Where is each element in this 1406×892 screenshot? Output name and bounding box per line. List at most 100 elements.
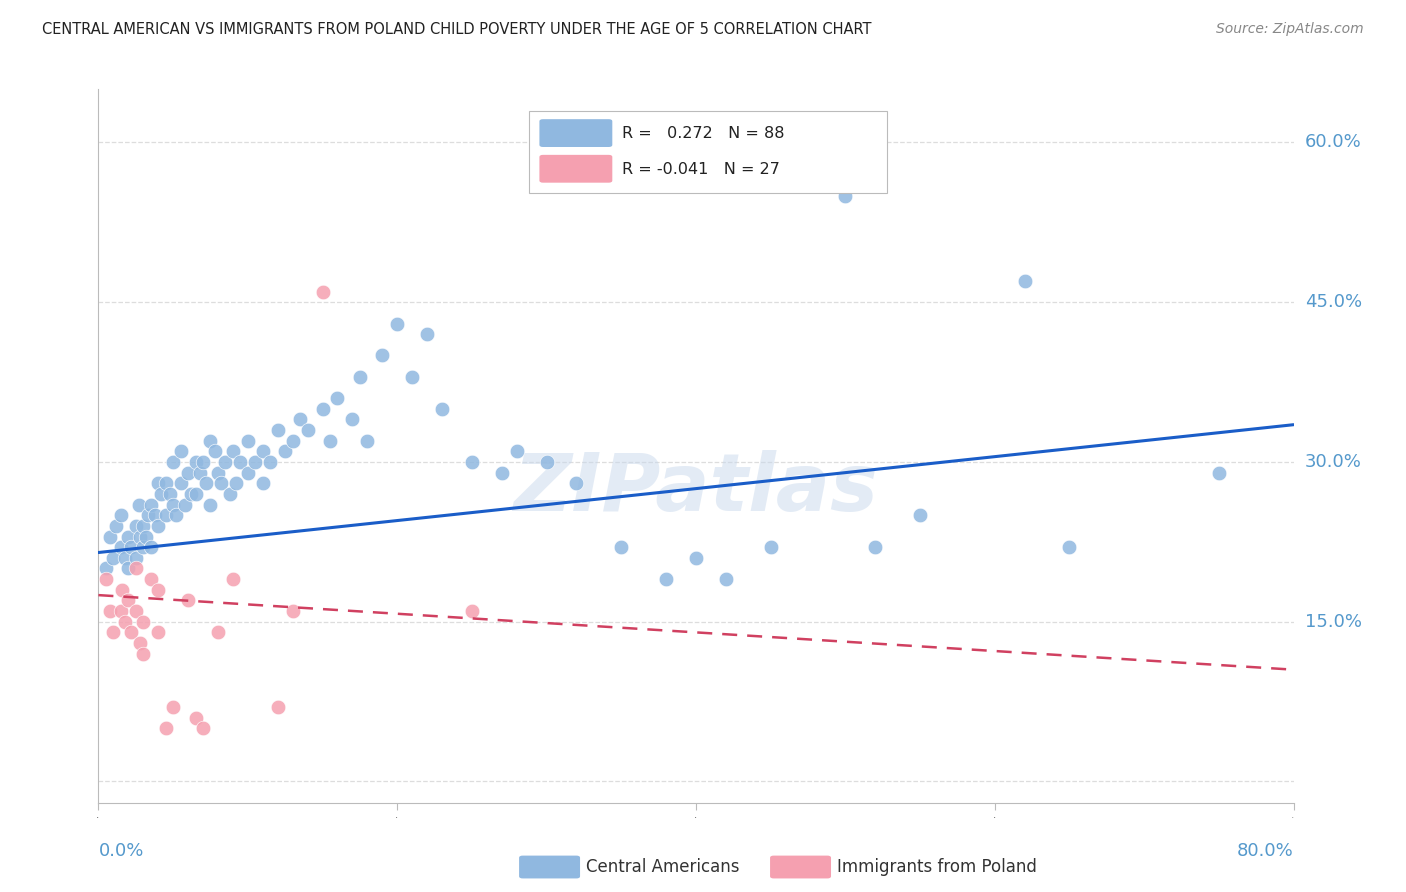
- Point: [610, 540, 633, 554]
- Point: [98, 529, 122, 543]
- Point: [236, 466, 259, 480]
- Point: [281, 434, 304, 448]
- Point: [461, 455, 484, 469]
- Point: [225, 476, 247, 491]
- Point: [385, 317, 409, 331]
- Point: [356, 434, 378, 448]
- Point: [177, 466, 200, 480]
- FancyBboxPatch shape: [770, 855, 831, 879]
- Point: [129, 529, 152, 543]
- Point: [865, 540, 887, 554]
- Point: [714, 572, 737, 586]
- FancyBboxPatch shape: [519, 855, 581, 879]
- Text: Immigrants from Poland: Immigrants from Poland: [837, 858, 1036, 876]
- FancyBboxPatch shape: [529, 111, 887, 193]
- Point: [194, 476, 218, 491]
- Point: [120, 625, 142, 640]
- Point: [184, 710, 207, 724]
- Point: [219, 487, 242, 501]
- Point: [274, 444, 297, 458]
- Point: [110, 540, 132, 554]
- Point: [148, 519, 170, 533]
- Point: [143, 508, 166, 523]
- Point: [506, 444, 529, 458]
- Text: CENTRAL AMERICAN VS IMMIGRANTS FROM POLAND CHILD POVERTY UNDER THE AGE OF 5 CORR: CENTRAL AMERICAN VS IMMIGRANTS FROM POLA…: [42, 22, 872, 37]
- Point: [136, 508, 159, 523]
- Point: [371, 349, 394, 363]
- Point: [288, 412, 311, 426]
- Point: [229, 455, 252, 469]
- Point: [207, 466, 229, 480]
- Text: 30.0%: 30.0%: [1305, 453, 1361, 471]
- Point: [565, 476, 588, 491]
- Point: [148, 625, 170, 640]
- Point: [184, 487, 207, 501]
- Text: Source: ZipAtlas.com: Source: ZipAtlas.com: [1216, 22, 1364, 37]
- Point: [162, 455, 184, 469]
- Point: [430, 401, 453, 416]
- Point: [169, 476, 191, 491]
- Point: [200, 434, 222, 448]
- Point: [132, 647, 155, 661]
- Text: Central Americans: Central Americans: [586, 858, 740, 876]
- Point: [114, 615, 136, 629]
- Point: [655, 572, 678, 586]
- Point: [169, 444, 191, 458]
- Point: [103, 625, 125, 640]
- Point: [117, 593, 139, 607]
- Point: [132, 519, 155, 533]
- Point: [461, 604, 484, 618]
- Point: [180, 487, 202, 501]
- Point: [297, 423, 319, 437]
- Point: [319, 434, 342, 448]
- Point: [139, 540, 162, 554]
- Point: [110, 508, 132, 523]
- Point: [184, 455, 207, 469]
- Point: [536, 455, 558, 469]
- Point: [281, 604, 304, 618]
- Point: [135, 529, 157, 543]
- Point: [155, 508, 177, 523]
- Text: ZIPatlas: ZIPatlas: [513, 450, 879, 528]
- Point: [111, 582, 134, 597]
- Point: [204, 444, 226, 458]
- Text: 0.0%: 0.0%: [98, 842, 143, 860]
- Point: [128, 498, 150, 512]
- Point: [125, 519, 148, 533]
- Point: [1208, 466, 1230, 480]
- Point: [416, 327, 439, 342]
- Point: [148, 582, 170, 597]
- Point: [200, 498, 222, 512]
- Point: [94, 561, 117, 575]
- Point: [349, 369, 371, 384]
- Point: [125, 604, 148, 618]
- Point: [117, 561, 139, 575]
- Point: [311, 285, 333, 299]
- Point: [259, 455, 281, 469]
- Point: [342, 412, 364, 426]
- Point: [491, 466, 513, 480]
- Point: [252, 444, 274, 458]
- Point: [150, 487, 173, 501]
- Point: [162, 700, 184, 714]
- Point: [129, 636, 152, 650]
- Point: [759, 540, 782, 554]
- FancyBboxPatch shape: [540, 155, 612, 183]
- Point: [120, 540, 142, 554]
- Point: [110, 604, 132, 618]
- Point: [207, 625, 229, 640]
- Point: [105, 519, 128, 533]
- Point: [155, 721, 177, 735]
- Point: [188, 466, 211, 480]
- Point: [209, 476, 232, 491]
- FancyBboxPatch shape: [540, 120, 612, 147]
- Point: [125, 561, 148, 575]
- Point: [311, 401, 333, 416]
- Point: [401, 369, 423, 384]
- Point: [834, 188, 856, 202]
- Text: R =   0.272   N = 88: R = 0.272 N = 88: [621, 126, 785, 141]
- Point: [117, 529, 139, 543]
- Point: [159, 487, 181, 501]
- Text: 45.0%: 45.0%: [1305, 293, 1362, 311]
- Point: [174, 498, 197, 512]
